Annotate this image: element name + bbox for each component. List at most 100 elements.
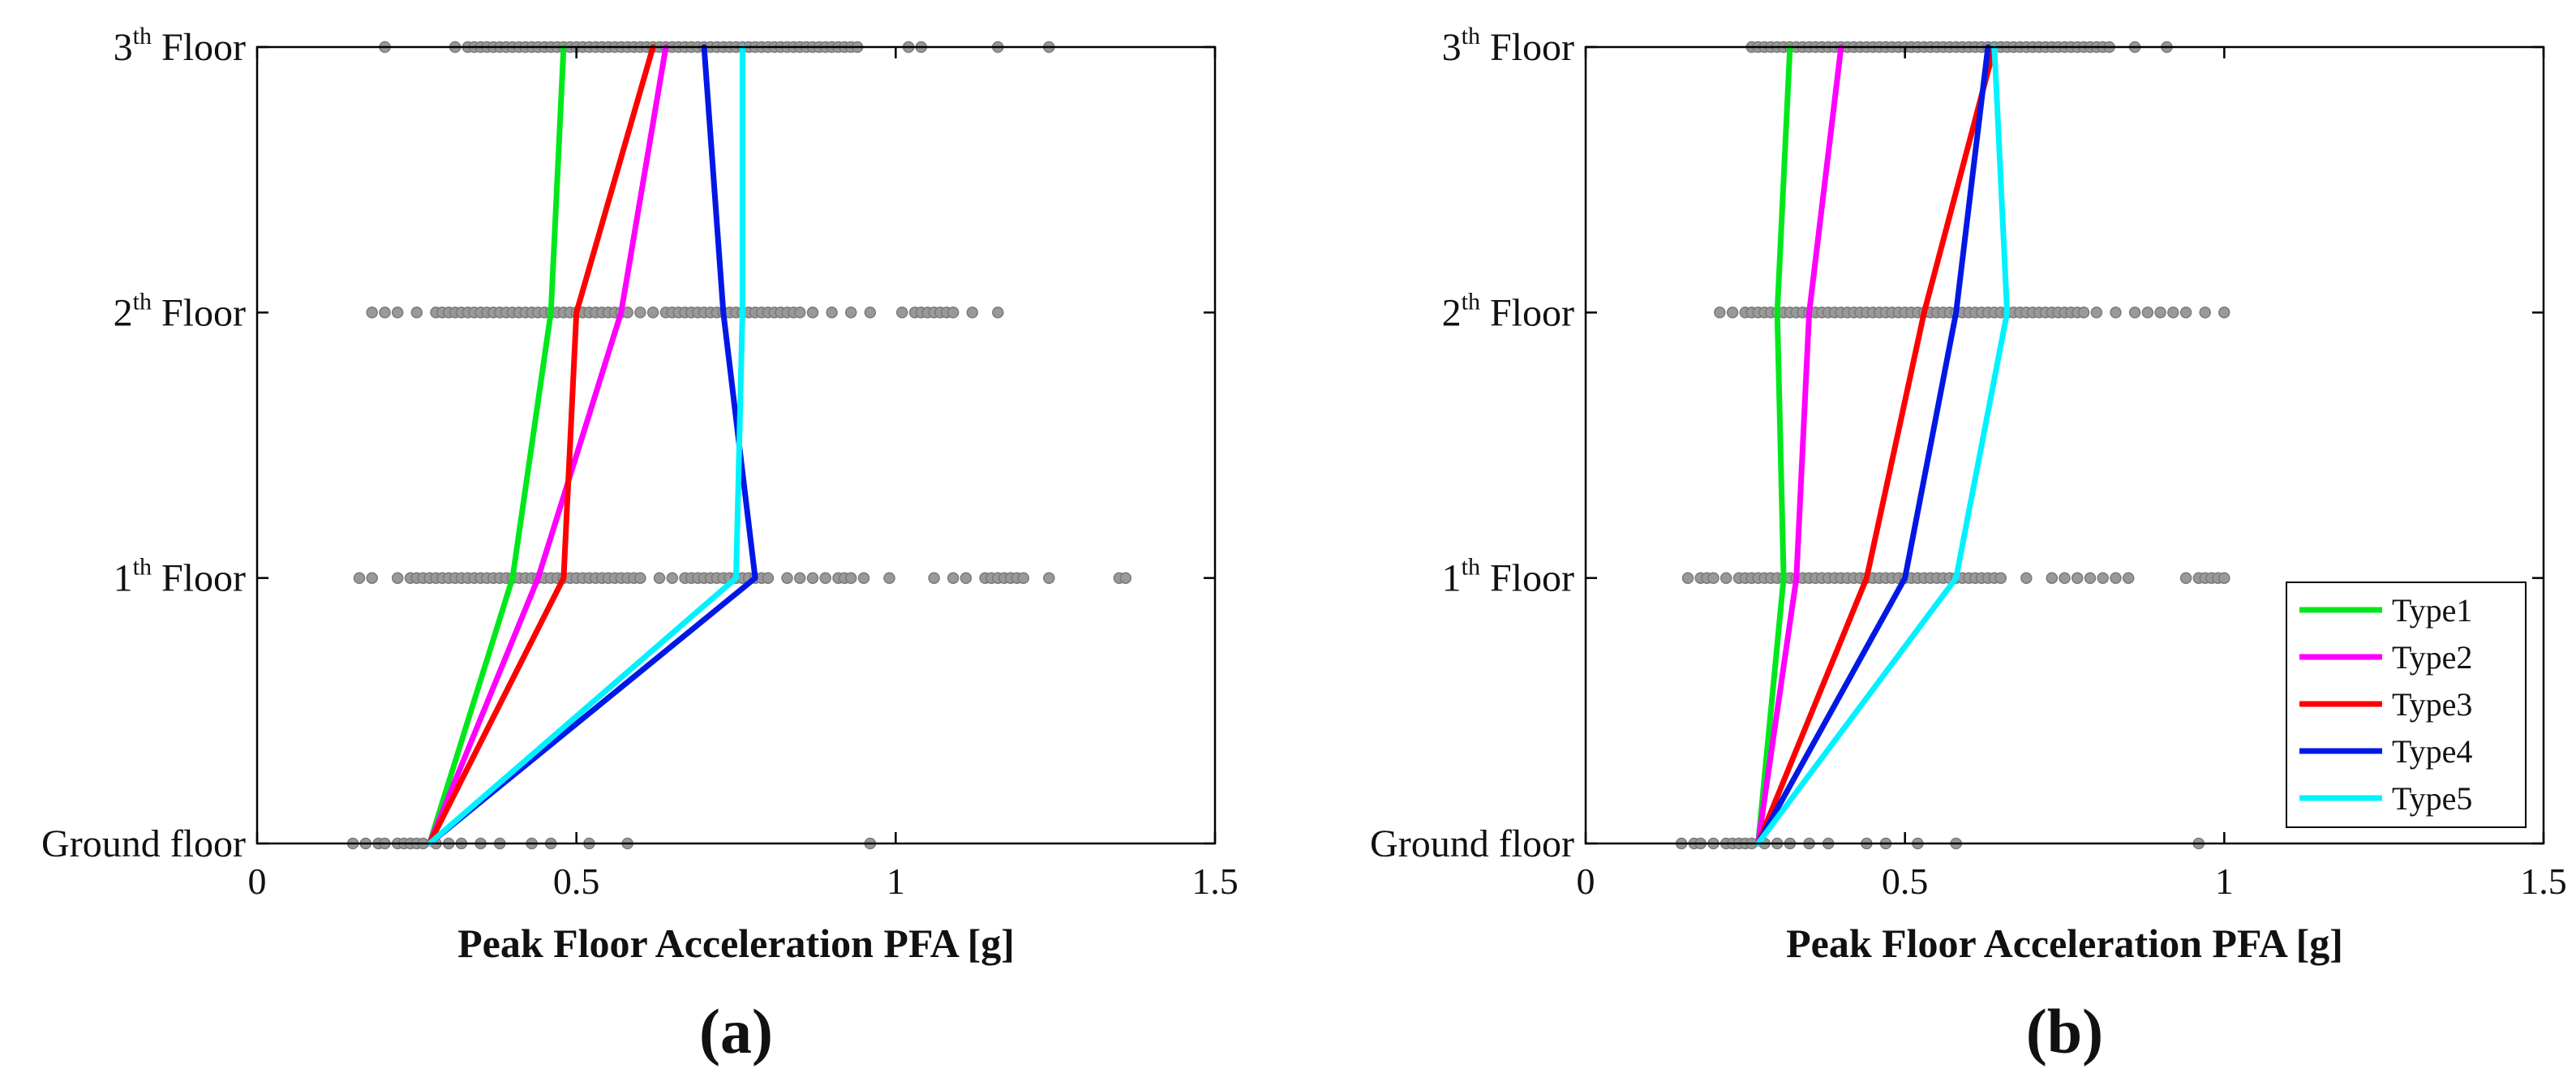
panel-b-plot-frame — [1584, 45, 2545, 845]
panel-b: 0 0.5 1 1.5 Ground floor 1th Floor 2th F… — [1370, 23, 2567, 1067]
panel-b-scatter-point-floor2-60 — [2154, 307, 2166, 319]
panel-b-scatter-point-floor2-57 — [2110, 307, 2122, 319]
panel-b-scatter-point-floor1-47 — [2020, 572, 2033, 584]
panel-a-scatter-point-floor1-74 — [1017, 572, 1030, 584]
legend: Type1 Type2 Type3 Type4 Type5 — [2286, 582, 2527, 828]
panel-b-scatter-point-floor2-59 — [2141, 307, 2154, 319]
panel-a-series-group — [427, 44, 758, 847]
panel-b-scatter-point-floor1-46 — [1994, 572, 2007, 584]
legend-label-type1: Type1 — [2392, 592, 2472, 629]
panel-a-y-label-floor-3: 3th Floor — [114, 23, 246, 69]
panel-a-x-tick-label-3: 1.5 — [1191, 861, 1239, 902]
panel-b-y-label-floor-3: 3th Floor — [1442, 23, 1574, 69]
panel-b-scatter-point-floor1-49 — [2059, 572, 2071, 584]
panel-b-scatter-point-floor1-48 — [2046, 572, 2059, 584]
panel-b-x-tick-label-3: 1.5 — [2520, 861, 2567, 902]
legend-label-type3: Type3 — [2392, 686, 2472, 723]
panel-a-x-tick-label-2: 1 — [887, 861, 905, 902]
panel-a-series-type5 — [427, 44, 745, 847]
panel-a-scatter-point-floor1-1 — [366, 572, 378, 584]
panel-b-x-axis-title: Peak Floor Acceleration PFA [g] — [1786, 921, 2343, 966]
panel-b-scatter-point-floor1-3 — [1707, 572, 1719, 584]
panel-b-scatter-point-floor2-0 — [1714, 307, 1726, 319]
panel-b-scatter-point-floor2-55 — [2077, 307, 2090, 319]
panel-a-scatter-point-floor2-60 — [826, 307, 838, 319]
panel-a-scatter-point-floor1-66 — [947, 572, 960, 584]
panel-a-x-axis-title: Peak Floor Acceleration PFA [g] — [457, 921, 1015, 966]
panel-a-scatter-point-floor2-1 — [379, 307, 391, 319]
panel-b-ticks-group — [1584, 45, 2545, 845]
panel-a-ticks-group — [255, 45, 1217, 845]
panel-a-y-label-floor-1: 1th Floor — [114, 554, 246, 600]
panel-b-x-tick-label-1: 0.5 — [1882, 861, 1929, 902]
panel-a-scatter-point-floor2-3 — [410, 307, 423, 319]
panel-a-scatter-point-floor2-61 — [844, 307, 857, 319]
panel-a: 0 0.5 1 1.5 Ground floor 1th Floor 2th F… — [41, 23, 1239, 1067]
panel-a-scatter-point-floor1-77 — [1119, 572, 1132, 584]
panel-a-scatter-point-floor2-2 — [391, 307, 404, 319]
panel-a-scatter-point-floor2-0 — [366, 307, 378, 319]
panel-a-scatter-point-floor1-65 — [928, 572, 940, 584]
legend-label-type5: Type5 — [2392, 780, 2472, 817]
panel-a-scatter-point-floor1-55 — [762, 572, 775, 584]
panel-a-scatter-point-floor1-67 — [960, 572, 972, 584]
panel-a-scatter-point-floor1-41 — [666, 572, 679, 584]
legend-label-type4: Type4 — [2392, 733, 2472, 770]
panel-a-x-tick-label-0: 0 — [248, 861, 267, 902]
panel-a-y-label-ground: Ground floor — [41, 822, 246, 865]
panel-a-scatter-point-floor1-62 — [844, 572, 857, 584]
panel-b-scatter-point-floor1-4 — [1719, 572, 1732, 584]
panel-a-scatter-point-floor2-62 — [864, 307, 877, 319]
panel-a-scatter-point-floor1-39 — [634, 572, 646, 584]
panel-b-scatter-point-floor2-62 — [2179, 307, 2192, 319]
panel-b-scatter-point-floor2-63 — [2199, 307, 2211, 319]
panel-a-scatter-point-floor2-59 — [806, 307, 819, 319]
panel-b-scatter-point-floor1-55 — [2179, 572, 2192, 584]
panel-a-scatter-group — [346, 41, 1132, 850]
panel-a-scatter-point-floor1-59 — [819, 572, 831, 584]
panel-b-series-type3 — [1755, 44, 1998, 847]
panel-a-plot-frame — [255, 45, 1217, 845]
panel-b-scatter-point-floor2-61 — [2167, 307, 2179, 319]
panel-a-scatter-point-floor2-63 — [895, 307, 908, 319]
panel-a-series-type1 — [427, 44, 567, 847]
panel-b-scatter-point-floor1-51 — [2084, 572, 2097, 584]
panel-b-series-type5 — [1755, 44, 2011, 847]
panel-a-scatter-point-floor2-58 — [793, 307, 806, 319]
panel-a-scatter-point-floor1-40 — [653, 572, 666, 584]
panel-b-scatter-point-floor2-58 — [2128, 307, 2141, 319]
panel-a-series-type2 — [427, 44, 669, 847]
panel-a-series-type3 — [427, 44, 656, 847]
panel-a-scatter-point-floor2-70 — [947, 307, 960, 319]
panel-b-x-tick-label-0: 0 — [1577, 861, 1595, 902]
panel-b-scatter-point-floor1-52 — [2097, 572, 2109, 584]
panel-b-series-type4 — [1755, 44, 1991, 847]
panel-b-y-label-ground: Ground floor — [1370, 822, 1574, 865]
panel-b-y-label-floor-1: 1th Floor — [1442, 554, 1574, 600]
panel-b-scatter-point-floor1-53 — [2110, 572, 2122, 584]
panel-a-label: (a) — [699, 996, 773, 1067]
panel-a-scatter-point-floor1-63 — [857, 572, 870, 584]
panel-b-series-type1 — [1755, 44, 1793, 847]
panel-a-scatter-point-floor1-2 — [391, 572, 404, 584]
panel-b-scatter-point-floor1-50 — [2071, 572, 2084, 584]
panel-a-scatter-point-floor1-64 — [883, 572, 895, 584]
panel-b-series-group — [1755, 44, 2011, 847]
panel-b-scatter-point-floor2-56 — [2090, 307, 2103, 319]
panel-b-scatter-point-floor2-64 — [2218, 307, 2230, 319]
panel-a-scatter-point-floor1-57 — [793, 572, 806, 584]
panel-b-label: (b) — [2026, 996, 2103, 1067]
panel-b-scatter-point-floor1-54 — [2122, 572, 2135, 584]
panel-a-scatter-point-floor2-35 — [634, 307, 646, 319]
panel-a-scatter-point-floor1-58 — [806, 572, 819, 584]
panel-a-x-tick-label-1: 0.5 — [553, 861, 600, 902]
panel-a-scatter-point-floor2-36 — [646, 307, 659, 319]
panel-b-y-label-floor-2: 2th Floor — [1442, 288, 1574, 334]
panel-a-scatter-point-floor2-71 — [966, 307, 979, 319]
panel-b-series-type2 — [1755, 44, 1844, 847]
panel-b-scatter-point-floor2-1 — [1726, 307, 1739, 319]
panel-b-x-tick-label-2: 1 — [2215, 861, 2234, 902]
panel-a-scatter-point-floor1-56 — [781, 572, 793, 584]
